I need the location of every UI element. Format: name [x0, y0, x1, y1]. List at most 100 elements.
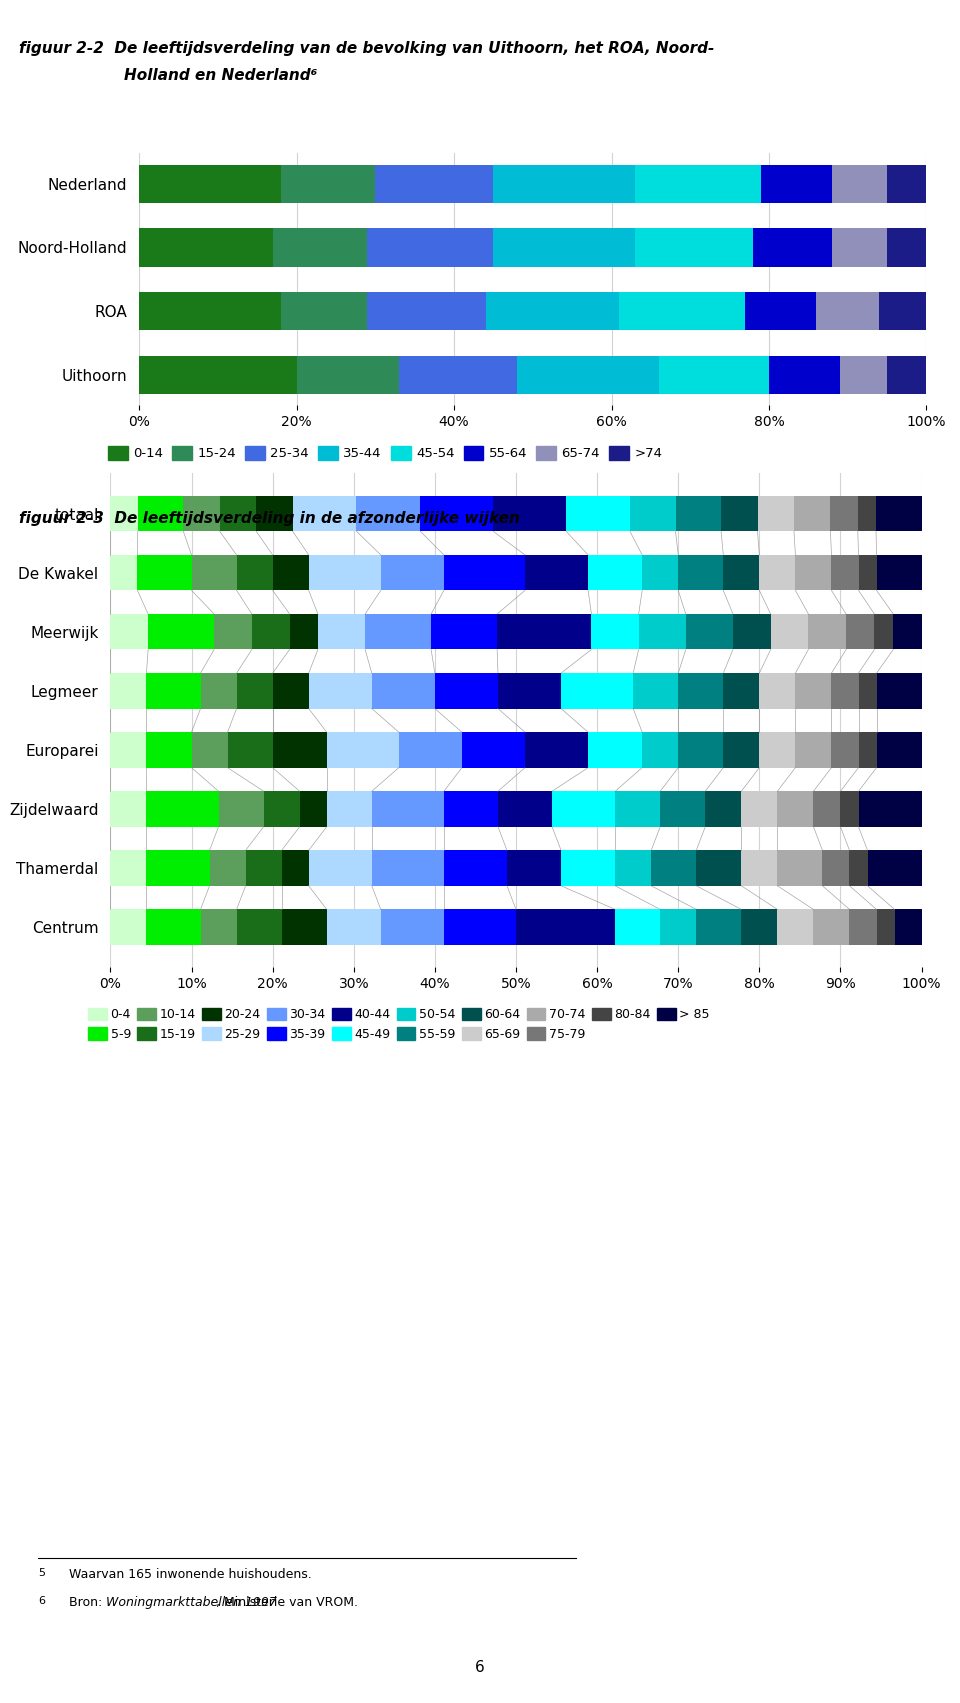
- Bar: [858, 555, 876, 591]
- Bar: [435, 673, 498, 708]
- Bar: [696, 909, 741, 945]
- Bar: [183, 496, 220, 531]
- Bar: [147, 909, 201, 945]
- Bar: [796, 732, 831, 768]
- Bar: [771, 615, 808, 649]
- Text: 6: 6: [475, 1660, 485, 1676]
- Bar: [858, 792, 922, 826]
- Bar: [561, 850, 615, 886]
- Bar: [219, 792, 264, 826]
- Bar: [517, 356, 659, 393]
- Bar: [444, 850, 507, 886]
- Bar: [778, 792, 813, 826]
- Legend: 0-4, 5-9, 10-14, 15-19, 20-24, 25-29, 30-34, 35-39, 40-44, 45-49, 50-54, 55-59, : 0-4, 5-9, 10-14, 15-19, 20-24, 25-29, 30…: [84, 1003, 715, 1046]
- Text: figuur 2-2  De leeftijdsverdeling van de bevolking van Uithoorn, het ROA, Noord-: figuur 2-2 De leeftijdsverdeling van de …: [19, 41, 714, 56]
- Bar: [660, 909, 696, 945]
- Bar: [236, 673, 273, 708]
- Bar: [420, 496, 493, 531]
- Bar: [201, 673, 236, 708]
- Bar: [660, 792, 706, 826]
- Bar: [615, 850, 651, 886]
- Bar: [850, 850, 868, 886]
- Bar: [147, 732, 192, 768]
- Bar: [634, 673, 678, 708]
- Bar: [300, 792, 326, 826]
- Bar: [831, 673, 858, 708]
- Bar: [778, 850, 823, 886]
- Bar: [745, 291, 816, 330]
- Bar: [706, 792, 741, 826]
- Text: 5: 5: [38, 1568, 45, 1579]
- Bar: [137, 555, 191, 591]
- Bar: [830, 496, 858, 531]
- Bar: [630, 496, 676, 531]
- Bar: [525, 555, 588, 591]
- Bar: [273, 732, 326, 768]
- Bar: [887, 356, 926, 393]
- Bar: [721, 496, 757, 531]
- Bar: [741, 792, 778, 826]
- Bar: [552, 792, 615, 826]
- Bar: [139, 356, 297, 393]
- Bar: [498, 673, 561, 708]
- Bar: [813, 909, 850, 945]
- Bar: [831, 555, 858, 591]
- Bar: [365, 615, 431, 649]
- Bar: [615, 792, 660, 826]
- Bar: [591, 615, 638, 649]
- Bar: [588, 555, 642, 591]
- Bar: [318, 615, 365, 649]
- Bar: [462, 732, 525, 768]
- Bar: [823, 850, 850, 886]
- Bar: [192, 732, 228, 768]
- Bar: [615, 909, 660, 945]
- Bar: [685, 615, 732, 649]
- Text: Waarvan 165 inwonende huishoudens.: Waarvan 165 inwonende huishoudens.: [69, 1568, 312, 1582]
- Bar: [326, 792, 372, 826]
- Bar: [887, 228, 926, 267]
- Bar: [375, 165, 493, 203]
- Bar: [246, 850, 281, 886]
- Bar: [399, 356, 517, 393]
- Bar: [326, 909, 381, 945]
- Bar: [813, 792, 840, 826]
- Bar: [309, 673, 372, 708]
- Bar: [831, 732, 858, 768]
- Bar: [754, 228, 832, 267]
- Bar: [297, 356, 399, 393]
- Bar: [209, 850, 246, 886]
- Bar: [110, 909, 147, 945]
- Bar: [356, 496, 420, 531]
- Bar: [876, 555, 922, 591]
- Bar: [228, 732, 273, 768]
- Bar: [796, 673, 831, 708]
- Bar: [840, 356, 887, 393]
- Bar: [769, 356, 840, 393]
- Bar: [638, 615, 685, 649]
- Bar: [561, 673, 634, 708]
- Bar: [808, 615, 846, 649]
- Bar: [816, 291, 879, 330]
- Bar: [858, 732, 876, 768]
- Bar: [636, 165, 761, 203]
- Bar: [778, 909, 813, 945]
- Bar: [875, 615, 894, 649]
- Bar: [398, 732, 462, 768]
- Bar: [588, 732, 642, 768]
- Bar: [759, 732, 796, 768]
- Bar: [444, 909, 516, 945]
- Bar: [273, 228, 368, 267]
- Bar: [507, 850, 561, 886]
- Bar: [642, 555, 678, 591]
- Bar: [832, 165, 887, 203]
- Bar: [252, 615, 290, 649]
- Bar: [281, 165, 375, 203]
- Text: , Ministerie van VROM.: , Ministerie van VROM.: [216, 1596, 358, 1609]
- Bar: [147, 850, 209, 886]
- Bar: [493, 496, 566, 531]
- Bar: [894, 615, 922, 649]
- Bar: [850, 909, 876, 945]
- Bar: [741, 909, 778, 945]
- Bar: [498, 792, 552, 826]
- Bar: [444, 555, 525, 591]
